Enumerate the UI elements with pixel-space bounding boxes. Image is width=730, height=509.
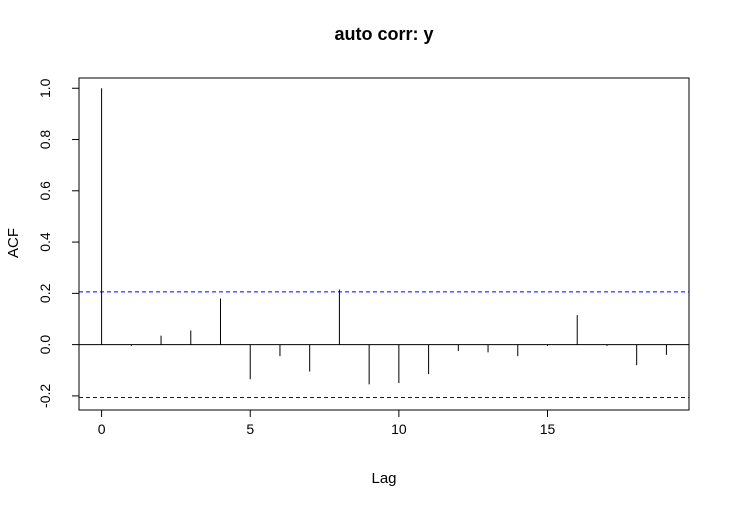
x-tick-label-5: 5 <box>246 421 254 437</box>
x-tick-label-10: 10 <box>391 421 407 437</box>
y-tick-label-2: 0.2 <box>37 283 53 303</box>
y-tick-label-5: 0.8 <box>37 130 53 150</box>
plot-area: 0 5 10 15 -0.2 0.0 0.2 0.4 0.6 0.8 1.0 <box>37 77 690 437</box>
plot-frame <box>78 77 690 411</box>
x-tick-label-0: 0 <box>98 421 106 437</box>
y-tick-label-4: 0.6 <box>37 181 53 201</box>
x-tick-label-15: 15 <box>540 421 556 437</box>
x-axis-label: Lag <box>371 470 396 487</box>
y-tick-label-0: -0.2 <box>37 384 53 408</box>
y-tick-label-1: 0.0 <box>37 335 53 355</box>
y-tick-label-3: 0.4 <box>37 232 53 252</box>
y-axis-label: ACF <box>5 228 22 258</box>
y-tick-label-6: 1.0 <box>37 78 53 98</box>
chart-title: auto corr: y <box>334 24 433 44</box>
